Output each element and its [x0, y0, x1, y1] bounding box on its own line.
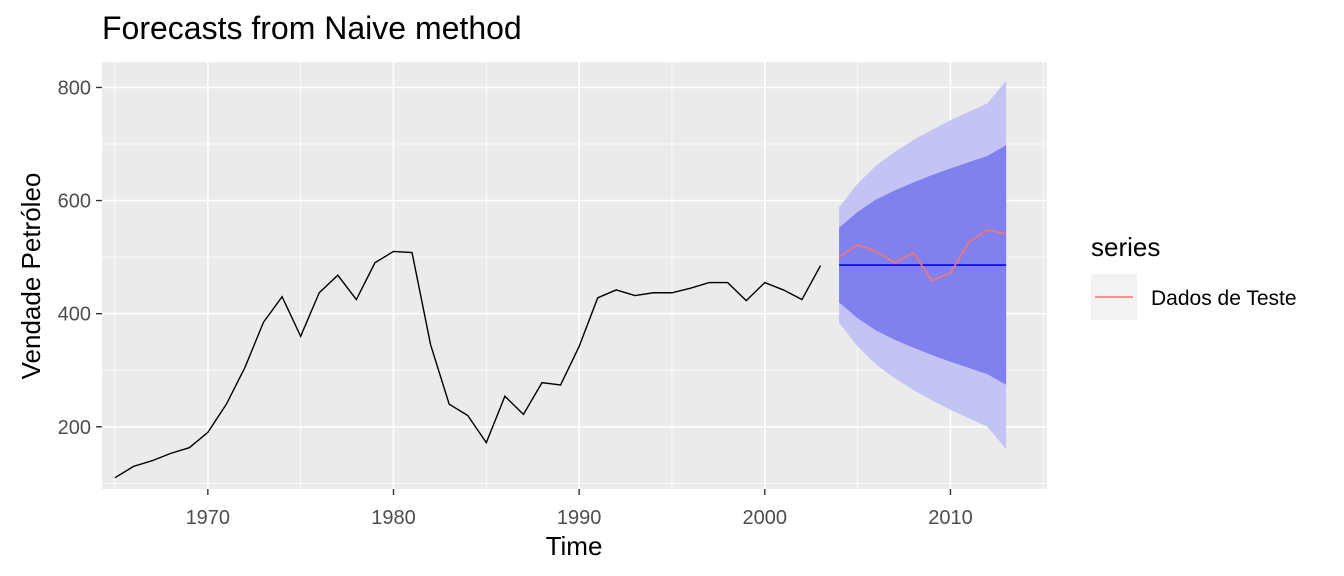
y-tick-label-0: 200: [58, 417, 91, 439]
x-tick-label-4: 2010: [928, 507, 973, 529]
series-line-0: [838, 229, 1007, 282]
x-tick-label-2: 1990: [557, 507, 602, 529]
y-axis: 200 400 600 800: [58, 77, 102, 439]
y-axis-title: Vendade Petróleo: [16, 173, 46, 380]
series-lines: [114, 229, 1007, 479]
x-tick-label-0: 1970: [186, 507, 231, 529]
y-tick-label-2: 600: [58, 191, 91, 213]
x-tick-label-1: 1980: [371, 507, 416, 529]
y-tick-label-3: 800: [58, 77, 91, 99]
chart-title: Forecasts from Naive method: [102, 10, 522, 46]
x-axis-title: Time: [546, 531, 603, 561]
x-axis: 1970 1980 1990 2000 2010: [186, 489, 973, 529]
history-line: [114, 250, 822, 479]
legend-label: Dados de Teste: [1151, 287, 1297, 310]
legend-title: series: [1091, 232, 1160, 262]
x-tick-label-3: 2000: [743, 507, 788, 529]
y-tick-label-1: 400: [58, 304, 91, 326]
legend: series Dados de Teste: [1091, 232, 1297, 320]
